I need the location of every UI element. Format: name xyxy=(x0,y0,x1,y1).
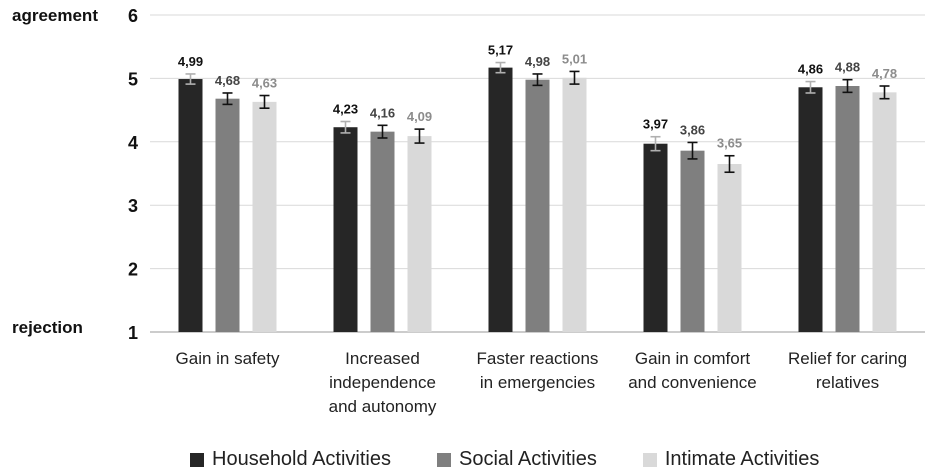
bar-2-4 xyxy=(872,92,897,333)
y-tick-label-4: 4 xyxy=(128,133,138,153)
x-tick-label-4-0: Relief for caring xyxy=(788,349,907,368)
legend-label-household: Household Activities xyxy=(212,448,391,470)
x-tick-label-3-1: and convenience xyxy=(628,373,757,392)
legend-label-intimate: Intimate Activities xyxy=(664,448,820,470)
x-tick-label-4-1: relatives xyxy=(816,373,879,392)
x-tick-label-1-0: Increased xyxy=(345,349,420,368)
x-tick-label-0-0: Gain in safety xyxy=(176,349,280,368)
bar-2-3 xyxy=(717,163,742,332)
bar-0-2 xyxy=(488,67,513,332)
bar-1-3 xyxy=(680,150,705,332)
x-tick-label-2-1: in emergencies xyxy=(480,373,595,392)
y-tick-label-6: 6 xyxy=(128,6,138,26)
data-label-0-1: 4,23 xyxy=(333,102,358,117)
legend-swatch-social xyxy=(436,452,451,467)
data-label-1-0: 4,68 xyxy=(215,73,240,88)
data-label-1-2: 4,98 xyxy=(525,54,550,69)
y-tick-label-2: 2 xyxy=(128,260,138,280)
bar-0-4 xyxy=(798,87,823,332)
data-label-0-2: 5,17 xyxy=(488,43,513,58)
legend-item-household: Household Activities xyxy=(190,448,391,471)
bar-1-4 xyxy=(835,86,860,333)
data-label-0-4: 4,86 xyxy=(798,62,823,77)
data-label-0-0: 4,99 xyxy=(178,54,203,69)
x-tick-label-1-2: and autonomy xyxy=(329,397,437,416)
bar-0-0 xyxy=(178,79,203,332)
bar-0-3 xyxy=(643,143,668,332)
bar-2-1 xyxy=(407,136,432,332)
bar-2-0 xyxy=(252,101,277,332)
bar-0-1 xyxy=(333,127,358,332)
y-label-rejection: rejection xyxy=(12,318,83,337)
legend-swatch-household xyxy=(190,452,204,467)
bar-1-0 xyxy=(215,98,240,332)
legend-label-social: Social Activities xyxy=(458,448,597,470)
data-label-2-1: 4,09 xyxy=(407,109,432,124)
y-tick-label-1: 1 xyxy=(128,323,138,343)
x-tick-label-2-0: Faster reactions xyxy=(477,349,599,368)
data-label-2-0: 4,63 xyxy=(252,76,277,91)
x-tick-label-1-1: independence xyxy=(329,373,436,392)
legend: Household Activities Social Activities I… xyxy=(190,448,865,471)
y-tick-label-3: 3 xyxy=(128,196,138,216)
legend-item-social: Social Activities xyxy=(436,448,597,471)
bar-1-1 xyxy=(370,131,395,332)
data-label-1-4: 4,88 xyxy=(835,60,860,75)
data-label-1-1: 4,16 xyxy=(370,105,395,120)
y-tick-label-5: 5 xyxy=(128,69,138,89)
data-label-2-4: 4,78 xyxy=(872,66,897,81)
y-label-agreement: agreement xyxy=(12,6,98,25)
bar-1-2 xyxy=(525,79,550,332)
legend-item-intimate: Intimate Activities xyxy=(642,448,820,471)
x-tick-label-3-0: Gain in comfort xyxy=(635,349,751,368)
data-label-0-3: 3,97 xyxy=(643,117,668,132)
data-label-2-3: 3,65 xyxy=(717,136,742,151)
bar-2-2 xyxy=(562,77,587,333)
data-label-2-2: 5,01 xyxy=(562,51,587,66)
legend-swatch-intimate xyxy=(642,452,657,467)
data-label-1-3: 3,86 xyxy=(680,122,705,137)
